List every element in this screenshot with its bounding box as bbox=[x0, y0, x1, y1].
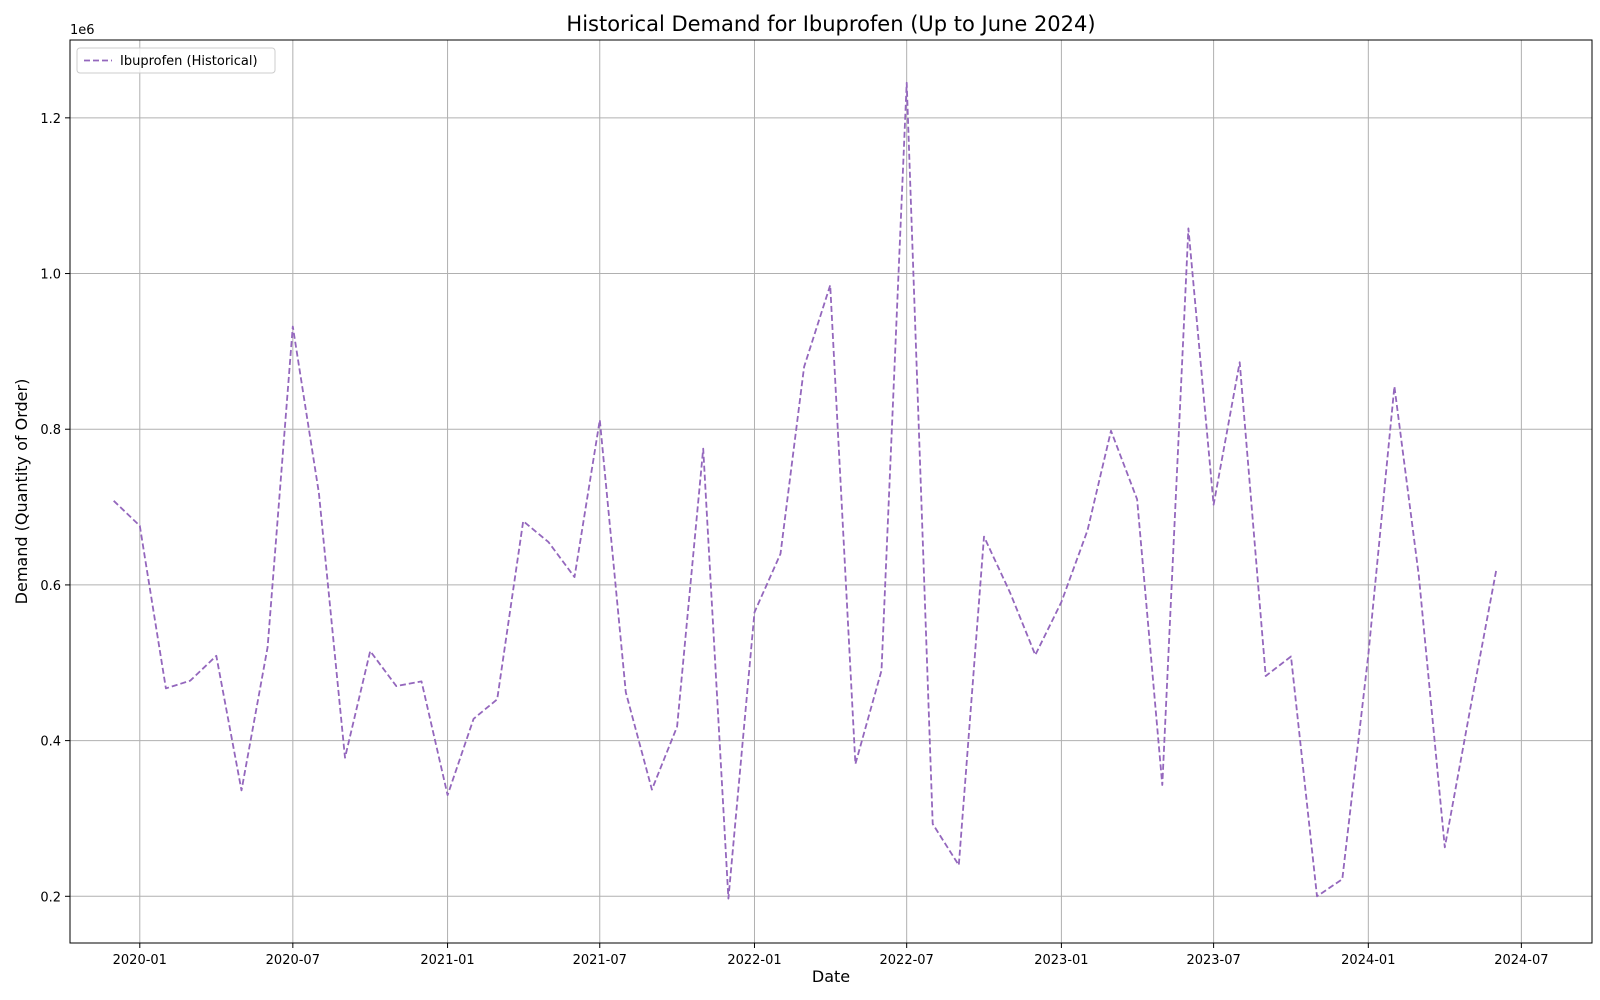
x-axis-ticks: 2020-01 2020-07 2021-01 2021-07 2022-01 2022-… bbox=[113, 943, 1549, 968]
x-tick-label: 2023-01 bbox=[1034, 953, 1088, 968]
x-tick-label: 2021-01 bbox=[420, 953, 474, 968]
legend-box bbox=[76, 47, 276, 74]
x-tick-label: 2023-07 bbox=[1186, 953, 1240, 968]
x-axis-label: Date bbox=[812, 967, 850, 986]
x-tick-label: 2020-07 bbox=[266, 953, 320, 968]
y-tick-label: 0.4 bbox=[40, 735, 61, 750]
x-tick-label: 2020-01 bbox=[113, 953, 167, 968]
plot-frame bbox=[69, 39, 1593, 944]
x-tick-label: 2022-01 bbox=[727, 953, 781, 968]
x-tick-label: 2024-01 bbox=[1341, 953, 1395, 968]
y-tick-label: 0.2 bbox=[40, 890, 61, 905]
chart-title: Historical Demand for Ibuprofen (Up to J… bbox=[566, 12, 1095, 36]
y-tick-label: 1.2 bbox=[40, 112, 61, 127]
y-axis-multiplier: 1e6 bbox=[70, 23, 95, 38]
y-axis-label: Demand (Quantity of Order) bbox=[12, 379, 31, 605]
legend-entry-label: Ibuprofen (Historical) bbox=[120, 54, 258, 69]
y-tick-label: 1.0 bbox=[40, 268, 61, 283]
legend: Ibuprofen (Historical) bbox=[76, 47, 276, 74]
y-tick-label: 0.8 bbox=[40, 423, 61, 438]
x-tick-label: 2024-07 bbox=[1494, 953, 1548, 968]
y-tick-label: 0.6 bbox=[40, 579, 61, 594]
x-tick-label: 2021-07 bbox=[573, 953, 627, 968]
series-line-0 bbox=[113, 81, 1497, 900]
series-layer bbox=[113, 81, 1497, 900]
y-axis-ticks: 0.2 0.4 0.6 0.8 1.0 1.2 bbox=[40, 112, 70, 905]
grid-lines bbox=[70, 40, 1592, 943]
x-tick-label: 2022-07 bbox=[880, 953, 934, 968]
